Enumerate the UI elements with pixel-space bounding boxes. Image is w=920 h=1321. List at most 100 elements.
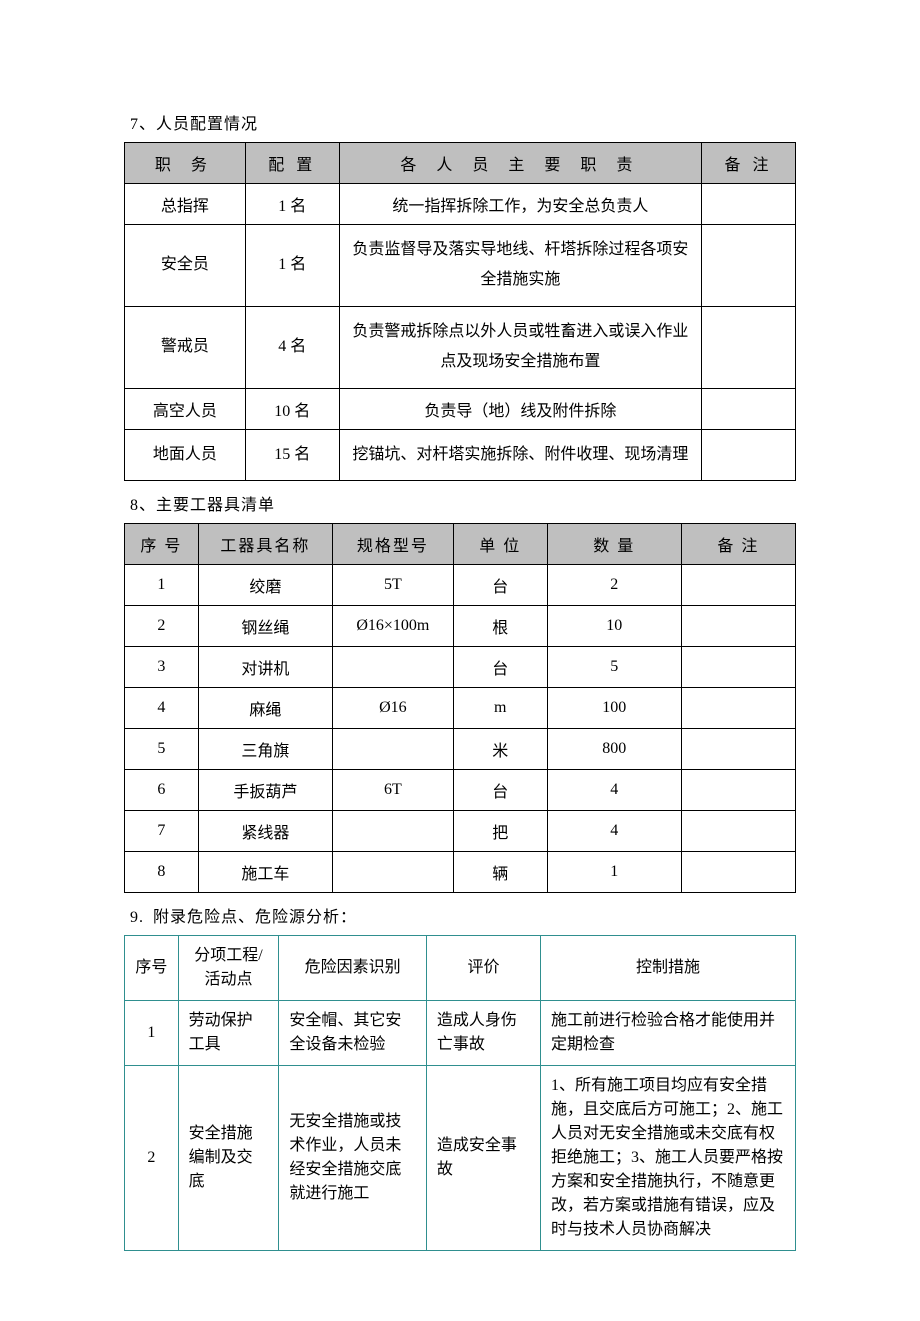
- cell-name: 对讲机: [198, 646, 332, 687]
- personnel-table: 职 务 配 置 各 人 员 主 要 职 责 备 注 总指挥 1 名 统一指挥拆除…: [124, 142, 796, 481]
- cell-qty: 100: [547, 687, 681, 728]
- cell-spec: 5T: [332, 564, 453, 605]
- cell-hazard: 无安全措施或技术作业，人员未经安全措施交底就进行施工: [279, 1065, 427, 1250]
- cell-count: 15 名: [245, 429, 339, 480]
- cell-name: 三角旗: [198, 728, 332, 769]
- cell-name: 施工车: [198, 851, 332, 892]
- cell-unit: 辆: [453, 851, 547, 892]
- cell-role: 警戒员: [125, 306, 246, 388]
- col-duty: 各 人 员 主 要 职 责: [339, 143, 701, 184]
- cell-no: 7: [125, 810, 199, 851]
- col-control: 控制措施: [540, 935, 795, 1000]
- section7-heading: 7、人员配置情况: [124, 110, 796, 134]
- col-name: 工器具名称: [198, 523, 332, 564]
- table-row: 2 安全措施编制及交底 无安全措施或技术作业，人员未经安全措施交底就进行施工 造…: [125, 1065, 796, 1250]
- col-note: 备 注: [681, 523, 795, 564]
- section8-heading: 8、主要工器具清单: [124, 491, 796, 515]
- cell-spec: [332, 728, 453, 769]
- cell-qty: 4: [547, 769, 681, 810]
- cell-unit: 台: [453, 564, 547, 605]
- cell-role: 总指挥: [125, 184, 246, 225]
- table-row: 地面人员 15 名 挖锚坑、对杆塔实施拆除、附件收理、现场清理: [125, 429, 796, 480]
- table-row: 4麻绳Ø16m100: [125, 687, 796, 728]
- cell-name: 手扳葫芦: [198, 769, 332, 810]
- cell-qty: 800: [547, 728, 681, 769]
- col-no: 序号: [125, 935, 179, 1000]
- table-row: 1 劳动保护工具 安全帽、其它安全设备未检验 造成人身伤亡事故 施工前进行检验合…: [125, 1000, 796, 1065]
- cell-qty: 5: [547, 646, 681, 687]
- cell-note: [681, 646, 795, 687]
- cell-name: 钢丝绳: [198, 605, 332, 646]
- cell-count: 1 名: [245, 225, 339, 307]
- cell-duty: 挖锚坑、对杆塔实施拆除、附件收理、现场清理: [339, 429, 701, 480]
- cell-unit: 台: [453, 769, 547, 810]
- cell-no: 6: [125, 769, 199, 810]
- cell-role: 地面人员: [125, 429, 246, 480]
- cell-qty: 4: [547, 810, 681, 851]
- col-item: 分项工程/活动点: [178, 935, 279, 1000]
- cell-no: 8: [125, 851, 199, 892]
- cell-duty: 负责导（地）线及附件拆除: [339, 388, 701, 429]
- cell-name: 绞磨: [198, 564, 332, 605]
- hazard-table: 序号 分项工程/活动点 危险因素识别 评价 控制措施 1 劳动保护工具 安全帽、…: [124, 935, 796, 1251]
- cell-note: [702, 184, 796, 225]
- tools-table: 序 号 工器具名称 规格型号 单 位 数 量 备 注 1绞磨5T台22钢丝绳Ø1…: [124, 523, 796, 893]
- cell-item: 安全措施编制及交底: [178, 1065, 279, 1250]
- cell-name: 紧线器: [198, 810, 332, 851]
- cell-no: 5: [125, 728, 199, 769]
- cell-spec: [332, 646, 453, 687]
- cell-unit: 把: [453, 810, 547, 851]
- cell-spec: 6T: [332, 769, 453, 810]
- cell-unit: 根: [453, 605, 547, 646]
- cell-no: 1: [125, 564, 199, 605]
- cell-note: [702, 388, 796, 429]
- cell-note: [681, 728, 795, 769]
- cell-note: [681, 769, 795, 810]
- table-header-row: 职 务 配 置 各 人 员 主 要 职 责 备 注: [125, 143, 796, 184]
- col-unit: 单 位: [453, 523, 547, 564]
- cell-note: [681, 564, 795, 605]
- cell-spec: [332, 851, 453, 892]
- cell-spec: Ø16: [332, 687, 453, 728]
- cell-no: 4: [125, 687, 199, 728]
- table-row: 安全员 1 名 负责监督导及落实导地线、杆塔拆除过程各项安全措施实施: [125, 225, 796, 307]
- cell-note: [702, 225, 796, 307]
- table-row: 1绞磨5T台2: [125, 564, 796, 605]
- table-row: 警戒员 4 名 负责警戒拆除点以外人员或牲畜进入或误入作业点及现场安全措施布置: [125, 306, 796, 388]
- table-row: 总指挥 1 名 统一指挥拆除工作，为安全总负责人: [125, 184, 796, 225]
- cell-spec: [332, 810, 453, 851]
- cell-name: 麻绳: [198, 687, 332, 728]
- table-row: 高空人员 10 名 负责导（地）线及附件拆除: [125, 388, 796, 429]
- table-row: 6手扳葫芦6T台4: [125, 769, 796, 810]
- col-spec: 规格型号: [332, 523, 453, 564]
- cell-note: [681, 810, 795, 851]
- cell-duty: 负责警戒拆除点以外人员或牲畜进入或误入作业点及现场安全措施布置: [339, 306, 701, 388]
- cell-no: 3: [125, 646, 199, 687]
- cell-role: 高空人员: [125, 388, 246, 429]
- table-row: 3对讲机台5: [125, 646, 796, 687]
- table-row: 7紧线器 把4: [125, 810, 796, 851]
- cell-spec: Ø16×100m: [332, 605, 453, 646]
- cell-control: 1、所有施工项目均应有安全措施，且交底后方可施工；2、施工人员对无安全措施或未交…: [540, 1065, 795, 1250]
- cell-no: 2: [125, 605, 199, 646]
- col-eval: 评价: [426, 935, 540, 1000]
- cell-qty: 10: [547, 605, 681, 646]
- cell-count: 10 名: [245, 388, 339, 429]
- cell-qty: 2: [547, 564, 681, 605]
- cell-duty: 负责监督导及落实导地线、杆塔拆除过程各项安全措施实施: [339, 225, 701, 307]
- cell-note: [702, 429, 796, 480]
- col-count: 配 置: [245, 143, 339, 184]
- cell-qty: 1: [547, 851, 681, 892]
- table-row: 8施工车 辆1: [125, 851, 796, 892]
- table-header-row: 序号 分项工程/活动点 危险因素识别 评价 控制措施: [125, 935, 796, 1000]
- cell-note: [681, 687, 795, 728]
- cell-control: 施工前进行检验合格才能使用并定期检查: [540, 1000, 795, 1065]
- cell-no: 1: [125, 1000, 179, 1065]
- cell-count: 4 名: [245, 306, 339, 388]
- col-qty: 数 量: [547, 523, 681, 564]
- col-hazard: 危险因素识别: [279, 935, 427, 1000]
- section9-heading: 9. 附录危险点、危险源分析：: [124, 903, 796, 927]
- cell-eval: 造成人身伤亡事故: [426, 1000, 540, 1065]
- table-header-row: 序 号 工器具名称 规格型号 单 位 数 量 备 注: [125, 523, 796, 564]
- cell-count: 1 名: [245, 184, 339, 225]
